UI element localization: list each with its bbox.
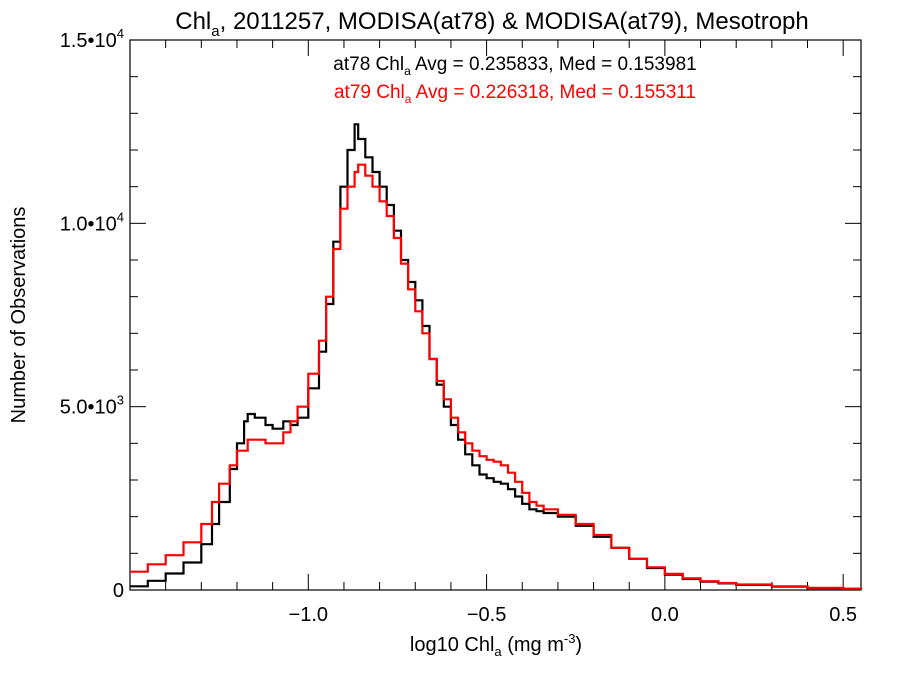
axis-ticks: −1.0 −0.5 0.0 0.5 0 5.0•103 1.0•104 1.5•104 [60,26,861,626]
x-tick-label: 0.5 [829,604,857,626]
y-axis-label: Number of Observations [8,207,30,424]
x-tick-label: −0.5 [467,604,506,626]
y-tick-label: 5.0•103 [60,393,124,419]
series-group [130,123,863,590]
y-tick-label: 1.0•104 [60,209,124,235]
y-tick-label: 1.5•104 [60,26,124,52]
series-at78-line [130,123,863,590]
y-tick-label: 0 [113,580,124,602]
annotation-at78: at78 Chla Avg = 0.235833, Med = 0.153981 [333,54,696,78]
x-tick-label: 0.0 [651,604,679,626]
plot-frame [129,39,862,591]
series-at79-line [130,163,863,590]
x-axis-label: log10 Chla (mg m-3) [410,631,582,659]
annotation-at79: at79 Chla Avg = 0.226318, Med = 0.155311 [334,82,696,106]
chart-title: Chla, 2011257, MODISA(at78) & MODISA(at7… [175,8,809,40]
x-tick-label: −1.0 [289,604,328,626]
